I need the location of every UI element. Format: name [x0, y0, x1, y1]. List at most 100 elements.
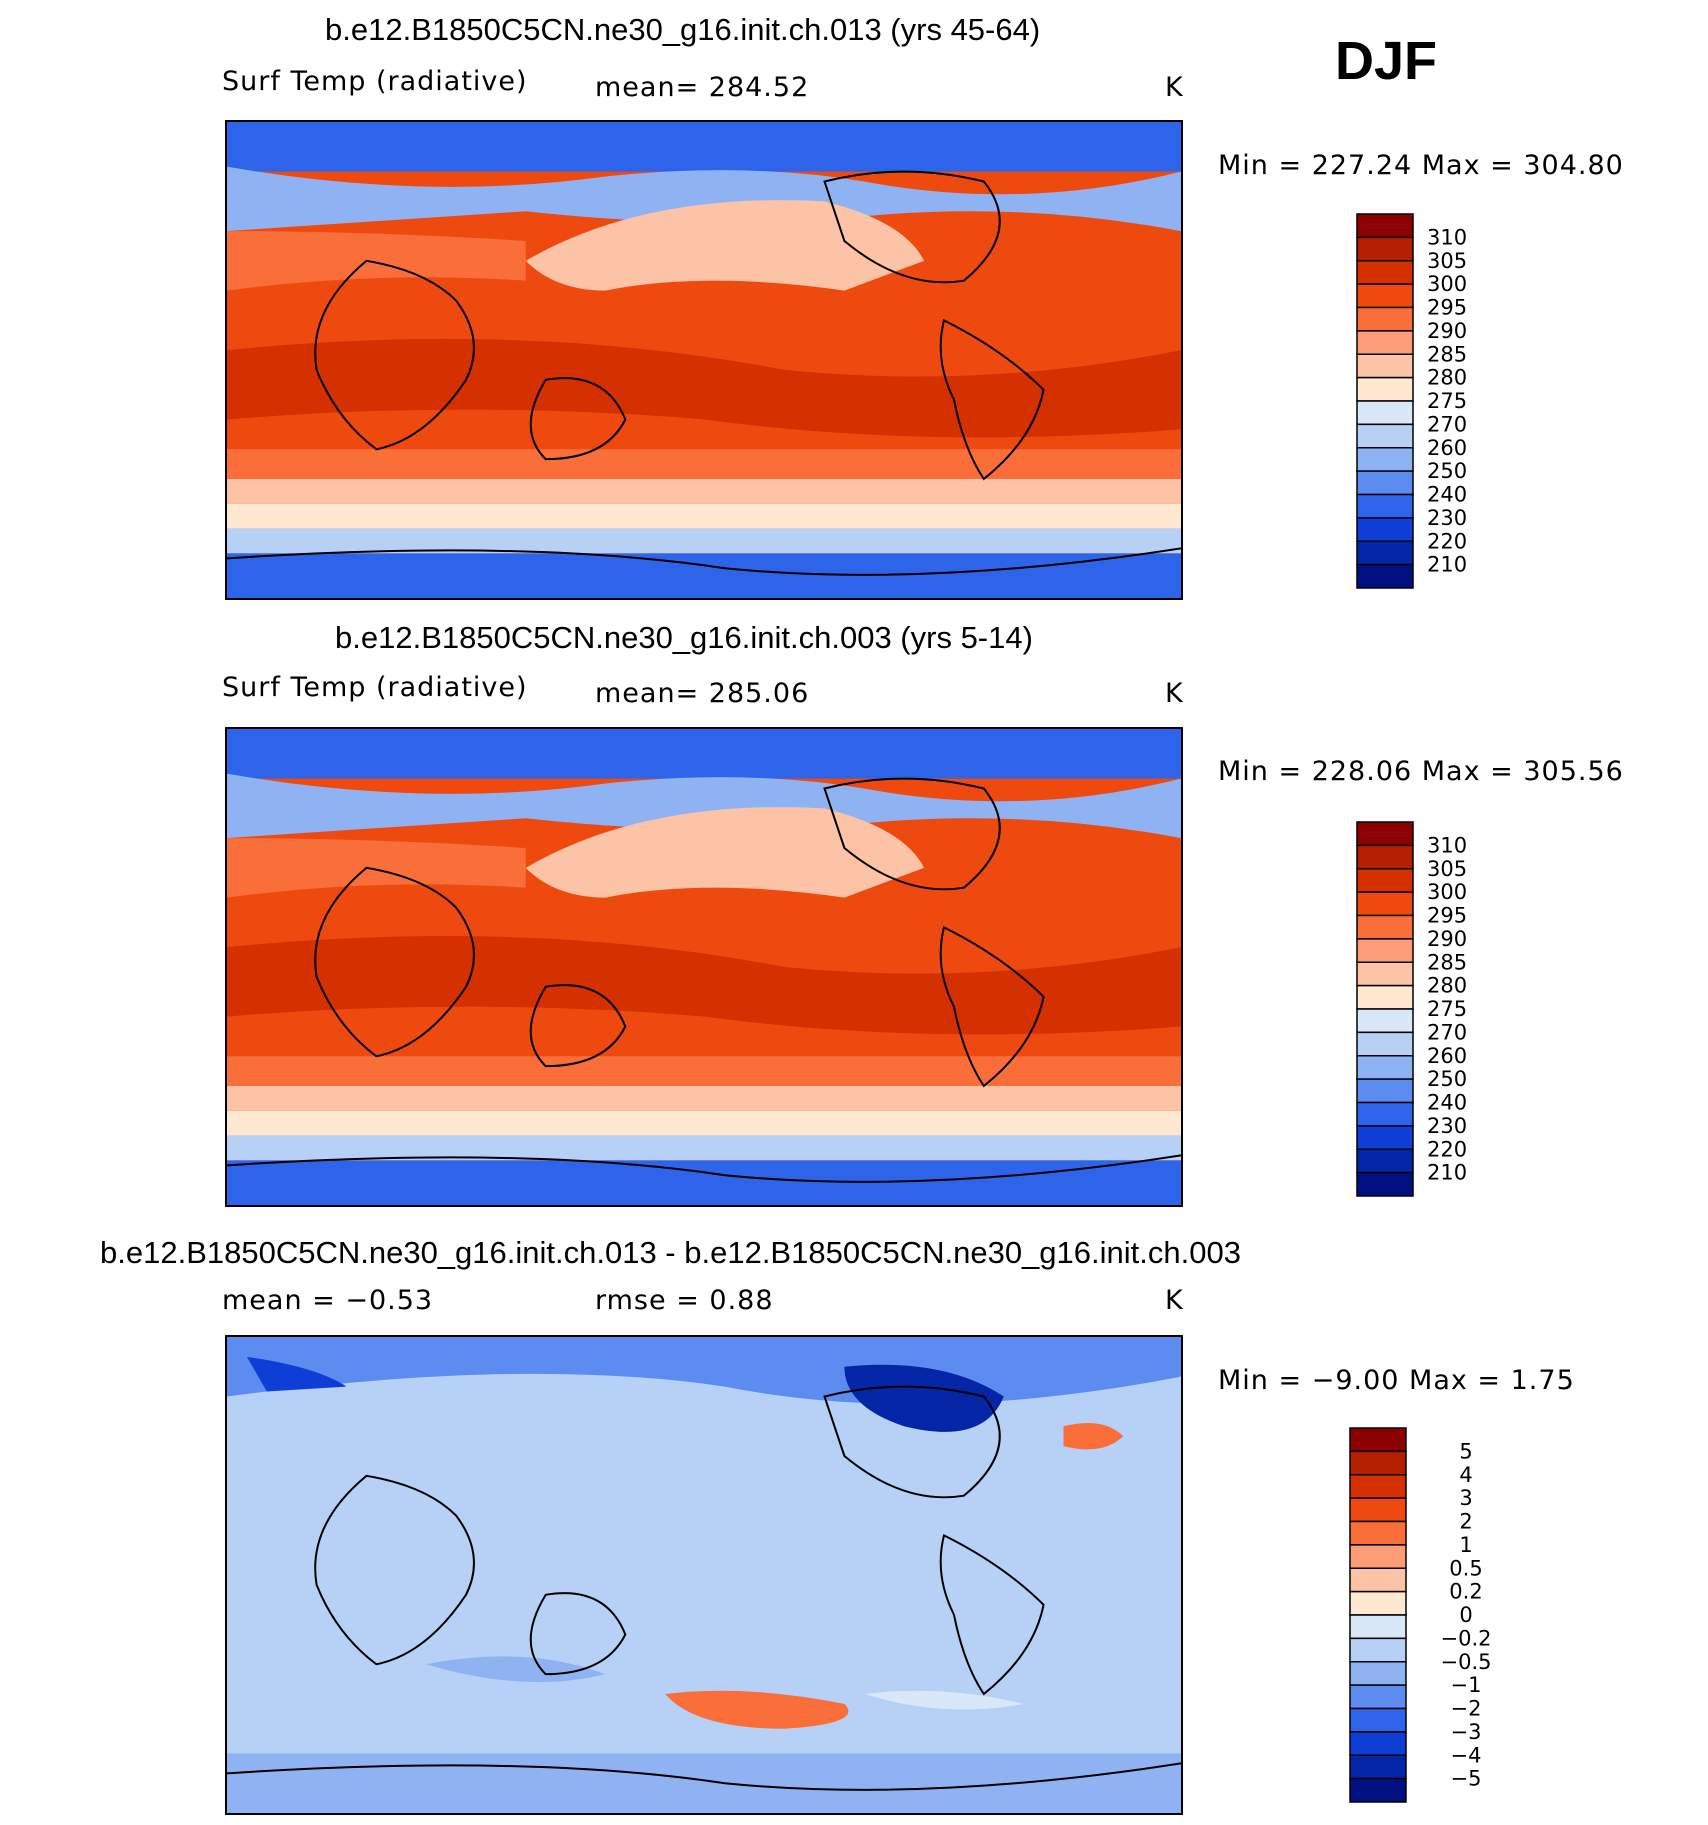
- coastline-south-america: [939, 925, 1045, 1088]
- colorbar-box: [1349, 1590, 1407, 1616]
- panel-2-field-label: Surf Temp (radiative): [222, 672, 528, 703]
- colorbar-box: [1356, 961, 1414, 987]
- colorbar-tick-label: 0.5: [1449, 1556, 1482, 1580]
- band-north-polar: [227, 729, 1181, 779]
- panel-1-colorbar: 310 305 300 295 290 285 280 275 270 260 250 240 230 2…: [1355, 212, 1505, 592]
- band-south-neutral: [227, 503, 1181, 529]
- colorbar-tick-label: 230: [1427, 506, 1467, 530]
- band-tropical: [227, 338, 1181, 438]
- colorbar-tick-label: 0: [1459, 1603, 1472, 1627]
- band-south-mid: [227, 449, 1181, 479]
- colorbar-box: [1356, 914, 1414, 940]
- colorbar-box: [1356, 1125, 1414, 1150]
- colorbar-box: [1356, 1171, 1414, 1197]
- colorbar-box: [1356, 400, 1414, 426]
- colorbar-tick-label: −3: [1451, 1720, 1482, 1744]
- map-base: [227, 1337, 1181, 1813]
- colorbar-box: [1356, 540, 1414, 566]
- colorbar-box: [1356, 868, 1414, 893]
- panel-3-mean: mean = −0.53: [222, 1285, 434, 1316]
- colorbar-box: [1356, 376, 1414, 402]
- colorbar-tick-label: 240: [1427, 483, 1467, 507]
- colorbar-tick-label: 220: [1427, 1137, 1467, 1161]
- colorbar-tick-label: 310: [1427, 225, 1467, 249]
- panel-1-field-label: Surf Temp (radiative): [222, 66, 528, 97]
- coastline-antarctica: [227, 547, 1181, 576]
- colorbar-tick-label: 3: [1459, 1486, 1472, 1510]
- colorbar-tick-label: 290: [1427, 927, 1467, 951]
- band-north-cold: [227, 166, 1181, 232]
- colorbar-tick-label: −0.2: [1441, 1626, 1492, 1650]
- colorbar-tick-label: 230: [1427, 1114, 1467, 1138]
- band-north-mid: [227, 231, 526, 291]
- panel-3-colorbar: 5 4 3 2 1 0.5 0.2 0 −0.2 −0.5 −1 −2 −3 −4 −5: [1348, 1426, 1508, 1806]
- colorbar-tick-label: 295: [1427, 296, 1467, 320]
- coastline-north-america: [823, 1385, 1001, 1499]
- panel-1-title: b.e12.B1850C5CN.ne30_g16.init.ch.013 (yr…: [325, 12, 1041, 47]
- band-south-mid: [227, 1056, 1181, 1086]
- panel-3-units: K: [1165, 1285, 1184, 1316]
- colorbar-tick-label: 280: [1427, 366, 1467, 390]
- colorbar-box: [1356, 821, 1414, 847]
- band-south-warm: [227, 479, 1181, 504]
- colorbar-tick-label: 210: [1427, 1161, 1467, 1185]
- colorbar-tick-label: 280: [1427, 974, 1467, 998]
- coastline-south-america: [939, 1533, 1045, 1696]
- colorbar-tick-label: 275: [1427, 997, 1467, 1021]
- panel-1-colorbar-svg: 3103053002952902852802752702602502402302…: [1356, 213, 1467, 589]
- south-polar-cool: [227, 1753, 1181, 1813]
- colorbar-tick-label: 4: [1459, 1463, 1472, 1487]
- panel-2-minmax: Min = 228.06 Max = 305.56: [1218, 756, 1624, 787]
- colorbar-box: [1356, 891, 1414, 917]
- colorbar-tick-label: 250: [1427, 1067, 1467, 1091]
- colorbar-box: [1356, 1055, 1414, 1080]
- coastline-africa: [314, 1474, 475, 1666]
- panel-1-mean: mean= 284.52: [595, 72, 810, 103]
- colorbar-box: [1356, 984, 1414, 1010]
- coastline-australia: [529, 377, 627, 461]
- colorbar-tick-label: 250: [1427, 459, 1467, 483]
- panel-2-colorbar: 310 305 300 295 290 285 280 275 270 260 250 240 230 2…: [1355, 820, 1505, 1200]
- arctic-strong-cooling-west: [246, 1356, 347, 1392]
- band-south-cool: [227, 1135, 1181, 1161]
- colorbar-tick-label: 310: [1427, 833, 1467, 857]
- colorbar-tick-label: −1: [1451, 1673, 1482, 1697]
- colorbar-tick-label: 210: [1427, 553, 1467, 577]
- colorbar-box: [1356, 1031, 1414, 1057]
- colorbar-box: [1356, 236, 1414, 262]
- coastline-north-america: [823, 170, 1001, 284]
- colorbar-tick-label: 270: [1427, 1020, 1467, 1044]
- south-pacific-neutral: [864, 1690, 1024, 1710]
- colorbar-box: [1349, 1544, 1407, 1569]
- coastline-antarctica: [227, 1762, 1181, 1791]
- panel-3-minmax: Min = −9.00 Max = 1.75: [1218, 1365, 1575, 1396]
- panel-2-map: [225, 727, 1183, 1207]
- colorbar-box: [1356, 1008, 1414, 1034]
- colorbar-tick-label: 300: [1427, 272, 1467, 296]
- colorbar-tick-label: 275: [1427, 389, 1467, 413]
- southern-ocean-warm: [665, 1690, 849, 1729]
- colorbar-tick-label: 305: [1427, 857, 1467, 881]
- season-label: DJF: [1335, 31, 1438, 91]
- colorbar-box: [1349, 1777, 1407, 1803]
- panel-1-units: K: [1165, 72, 1184, 103]
- colorbar-box: [1356, 213, 1414, 239]
- coastline-africa: [314, 866, 475, 1058]
- panel-1-minmax: Min = 227.24 Max = 304.80: [1218, 150, 1624, 181]
- panel-1-map: [225, 120, 1183, 600]
- colorbar-box: [1356, 517, 1414, 542]
- colorbar-box: [1356, 423, 1414, 449]
- colorbar-box: [1356, 1148, 1414, 1174]
- panel-2-units: K: [1165, 678, 1184, 709]
- colorbar-box: [1349, 1520, 1407, 1546]
- coastline-australia: [529, 984, 627, 1068]
- colorbar-box: [1356, 844, 1414, 870]
- colorbar-tick-label: 290: [1427, 319, 1467, 343]
- colorbar-tick-label: 295: [1427, 904, 1467, 928]
- band-tropical: [227, 936, 1181, 1035]
- colorbar-tick-label: 260: [1427, 436, 1467, 460]
- colorbar-box: [1349, 1474, 1407, 1499]
- colorbar-box: [1356, 563, 1414, 589]
- colorbar-tick-label: 5: [1459, 1439, 1472, 1463]
